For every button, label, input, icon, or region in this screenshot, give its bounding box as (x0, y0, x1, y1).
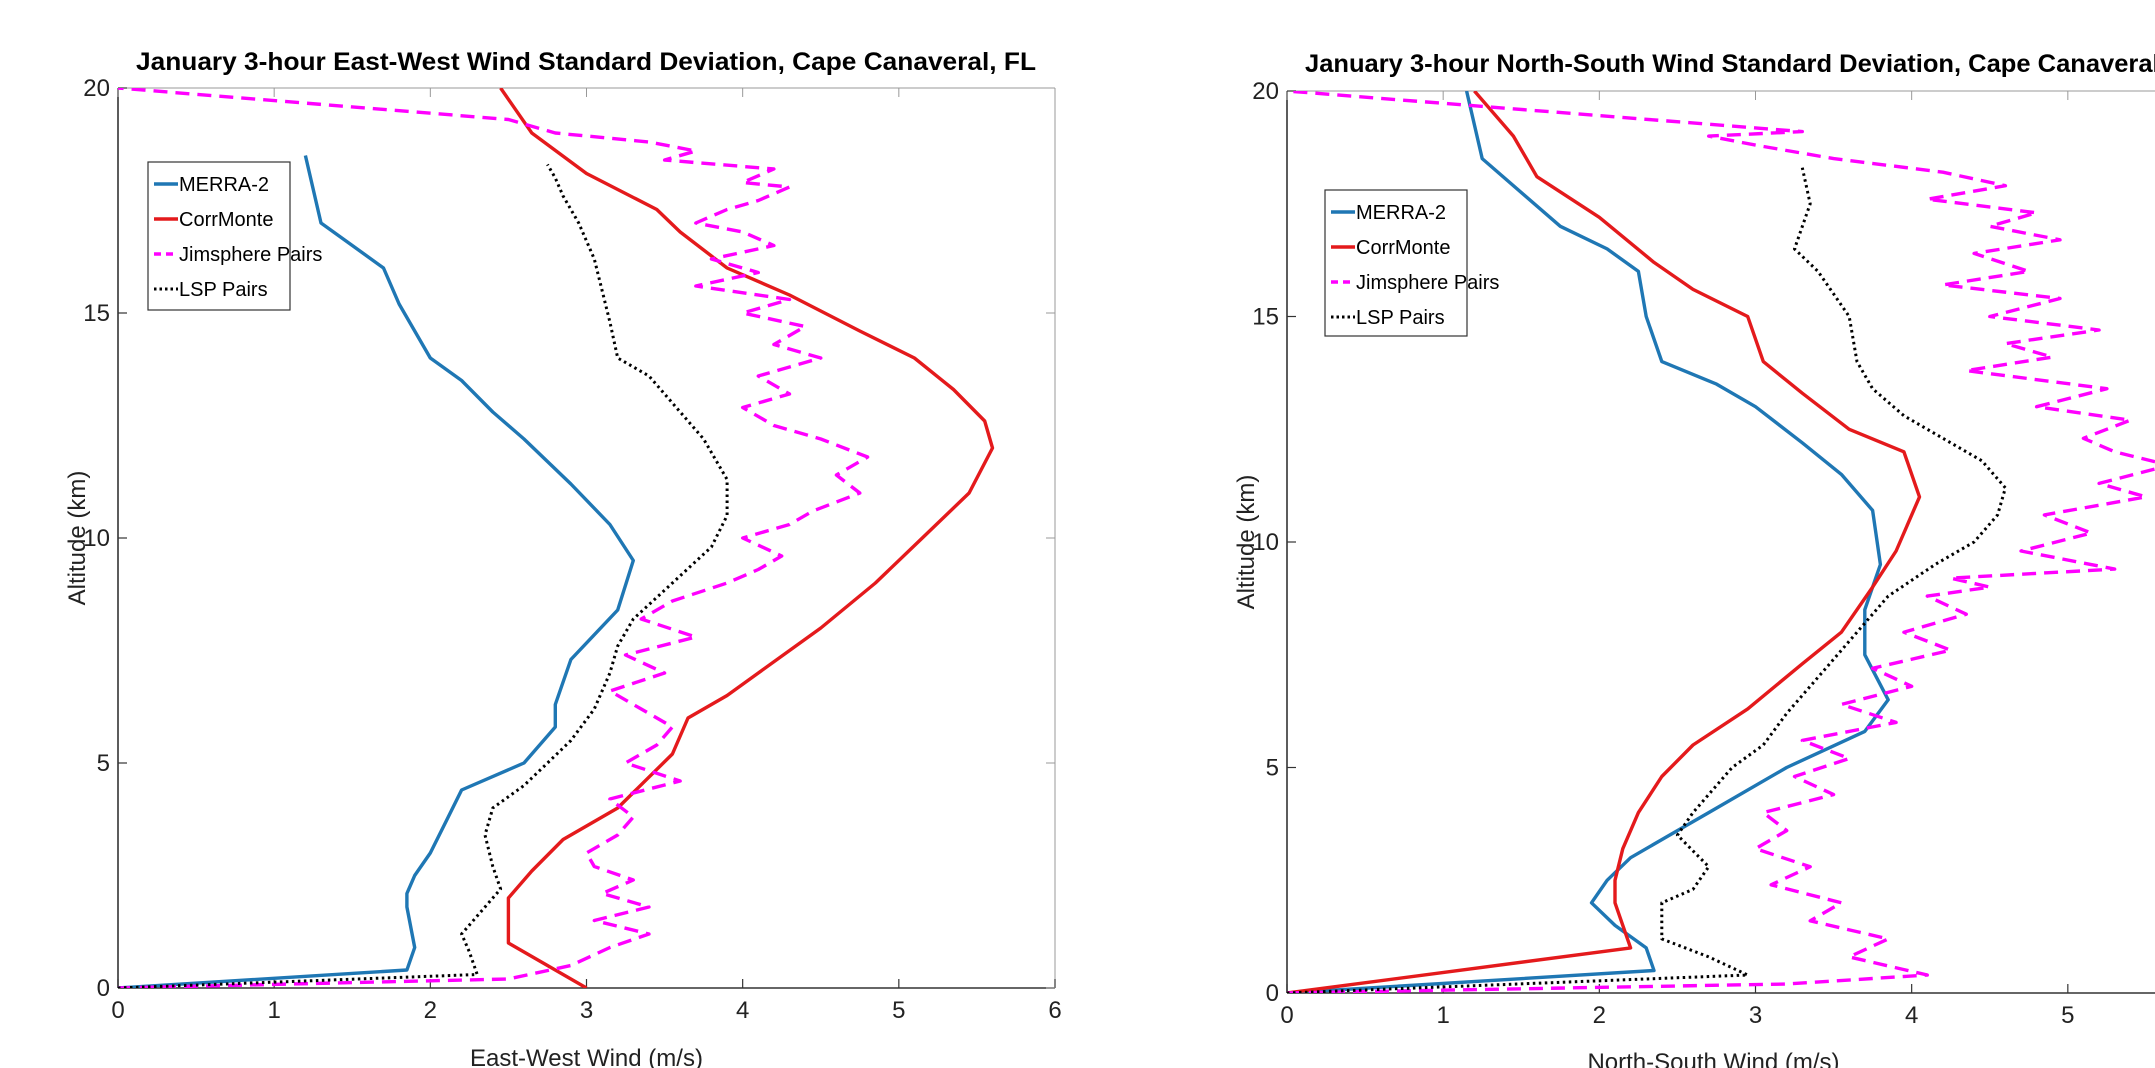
series-line-jimsphere-pairs (1287, 91, 2155, 993)
legend-entry-label: CorrMonte (1356, 237, 1450, 259)
y-tick-label: 0 (97, 975, 110, 1002)
y-tick-label: 5 (97, 750, 110, 777)
chart-title: January 3-hour East-West Wind Standard D… (136, 48, 1036, 76)
legend-entry-label: MERRA-2 (1356, 202, 1446, 224)
y-axis-label: Altitude (km) (1233, 475, 1260, 610)
legend-entry-label: LSP Pairs (179, 279, 268, 301)
series-line-corrmonte (1287, 91, 1922, 993)
legend: MERRA-2 CorrMonte Jimsphere Pairs LSP Pairs (1324, 189, 1499, 337)
legend-entry-label: LSP Pairs (1356, 307, 1445, 329)
x-tick-label: 6 (1048, 997, 1061, 1024)
y-tick-label: 15 (1252, 304, 1279, 331)
series-line-lsp-pairs (118, 163, 729, 988)
series-line-lsp-pairs (1287, 167, 2007, 993)
chart-east-west-svg: January 3-hour East-West Wind Standard D… (64, 48, 1062, 1068)
legend-entry-label: MERRA-2 (179, 174, 269, 196)
legend-entry-label: Jimsphere Pairs (179, 244, 322, 266)
legend-box (147, 161, 291, 311)
series-line-merra-2 (1287, 91, 1890, 993)
legend-box (1324, 189, 1468, 337)
chart-east-west: January 3-hour East-West Wind Standard D… (64, 48, 1062, 1068)
series-line-jimsphere-pairs (118, 88, 870, 988)
series-line-corrmonte (499, 88, 995, 988)
x-tick-label: 3 (580, 997, 593, 1024)
x-axis-label: North-South Wind (m/s) (1587, 1049, 1839, 1068)
x-tick-label: 4 (1905, 1002, 1918, 1029)
chart-title: January 3-hour North-South Wind Standard… (1305, 50, 2155, 78)
x-axis-label: East-West Wind (m/s) (470, 1045, 703, 1068)
x-tick-label: 1 (267, 997, 280, 1024)
y-tick-label: 15 (83, 300, 110, 327)
x-tick-label: 0 (1280, 1002, 1293, 1029)
y-tick-label: 5 (1266, 755, 1279, 782)
y-tick-label: 20 (83, 75, 110, 102)
y-axis-label: Altitude (km) (64, 471, 91, 606)
chart-north-south-svg: January 3-hour North-South Wind Standard… (1233, 50, 2155, 1068)
x-tick-label: 5 (2061, 1002, 2074, 1029)
x-tick-label: 0 (111, 997, 124, 1024)
series-line-merra-2 (118, 155, 635, 988)
plot-area (1287, 91, 2155, 993)
x-tick-label: 4 (736, 997, 749, 1024)
legend: MERRA-2 CorrMonte Jimsphere Pairs LSP Pairs (147, 161, 322, 311)
x-tick-label: 1 (1436, 1002, 1449, 1029)
legend-entry-label: Jimsphere Pairs (1356, 272, 1499, 294)
y-tick-label: 10 (1252, 529, 1279, 556)
x-tick-label: 2 (424, 997, 437, 1024)
chart-north-south: January 3-hour North-South Wind Standard… (1080, 0, 2155, 1068)
y-tick-label: 0 (1266, 980, 1279, 1007)
plot-area (118, 88, 995, 988)
x-tick-label: 3 (1749, 1002, 1762, 1029)
x-tick-label: 2 (1593, 1002, 1606, 1029)
y-tick-label: 10 (83, 525, 110, 552)
legend-entry-label: CorrMonte (179, 209, 273, 231)
y-tick-label: 20 (1252, 78, 1279, 105)
x-tick-label: 5 (892, 997, 905, 1024)
